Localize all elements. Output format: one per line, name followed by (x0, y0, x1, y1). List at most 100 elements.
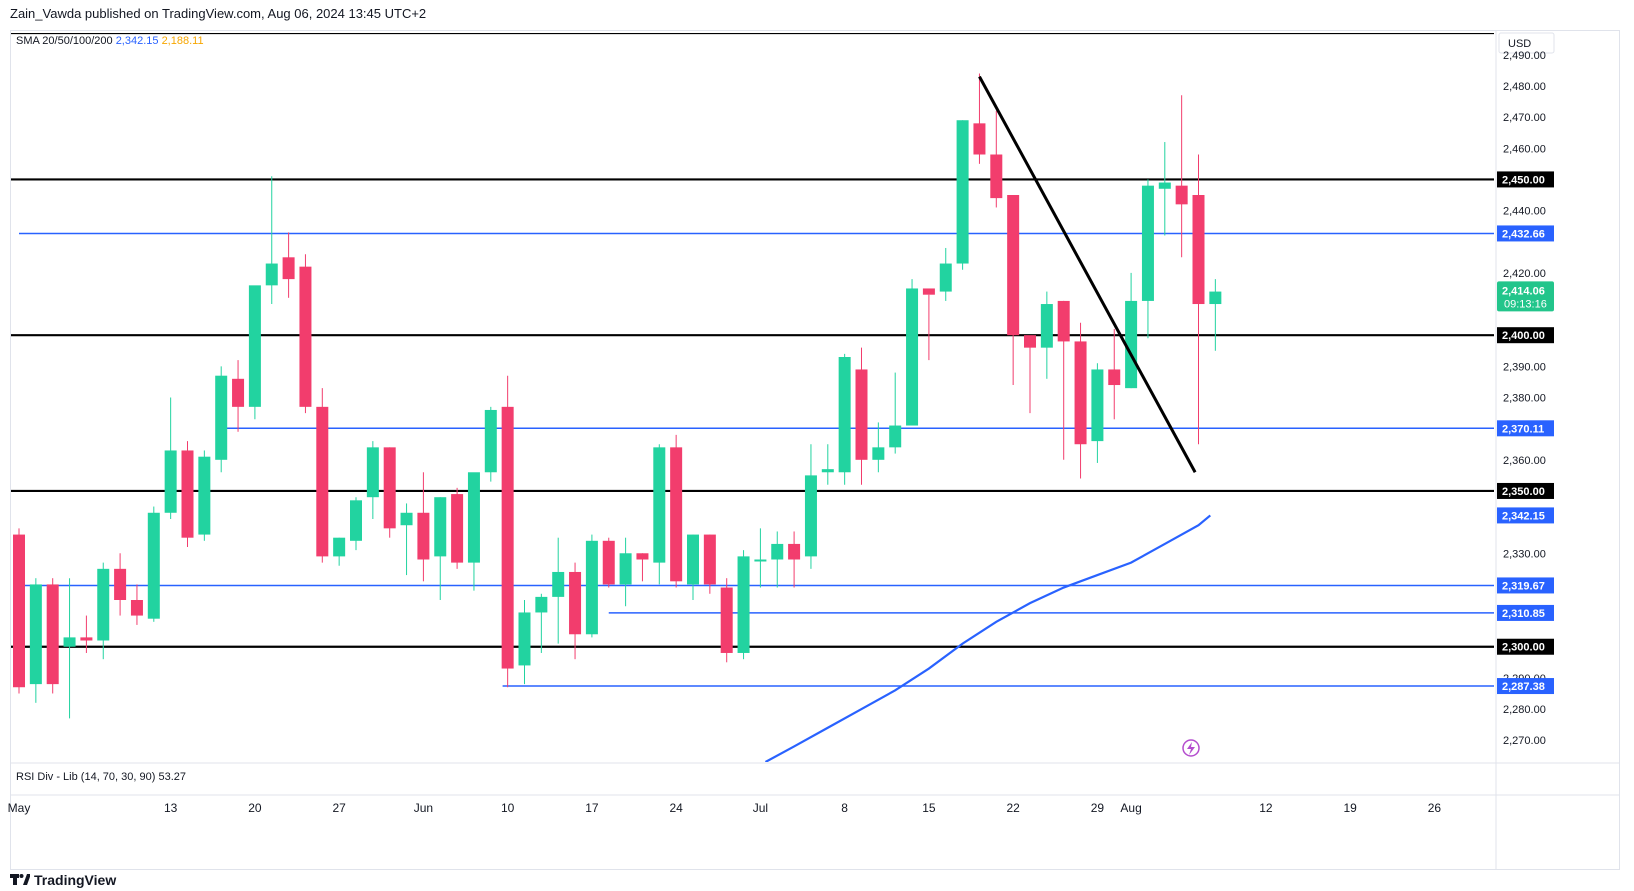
current-price-tag (1497, 281, 1554, 312)
y-tick-label: 2,440.00 (1503, 206, 1546, 218)
candle-body-up (215, 375, 228, 460)
candle-body-down (181, 450, 194, 538)
flash-icon (1182, 739, 1200, 757)
candle-body-up (653, 447, 666, 563)
x-tick-label: Jul (753, 801, 768, 815)
candle-body-up (518, 612, 531, 666)
candle-body-down (670, 447, 683, 582)
candle-body-down (1007, 195, 1020, 336)
candle-body-down (417, 512, 430, 560)
candle-body-up (29, 584, 42, 685)
blue-level-label: 2,319.67 (1502, 580, 1545, 592)
black-level-tag (1497, 327, 1554, 344)
black-level-tag (1497, 638, 1554, 655)
candle-body-down (602, 540, 615, 585)
trendline (978, 75, 1197, 473)
candle-body-down (636, 553, 649, 560)
publisher-caption: Zain_Vawda published on TradingView.com,… (10, 6, 427, 21)
candle-body-up (1141, 185, 1154, 301)
candle-body-down (973, 123, 986, 155)
x-tick-label: 22 (1006, 801, 1020, 815)
candle-body-up (248, 285, 261, 407)
sma-line (764, 514, 1211, 762)
sma-value-label: 2,342.15 (1502, 510, 1545, 522)
y-tick-label: 2,270.00 (1503, 735, 1546, 747)
x-tick-label: 10 (501, 801, 515, 815)
blue-level-label: 2,310.85 (1502, 608, 1545, 620)
candle-body-up (147, 512, 160, 619)
candle-body-down (569, 571, 582, 635)
candle-body-down (1057, 300, 1070, 342)
candle-body-down (855, 369, 868, 460)
x-tick-label: Aug (1120, 801, 1141, 815)
candle-body-down (1175, 185, 1188, 205)
y-tick-label: 2,470.00 (1503, 112, 1546, 124)
blue-level-tag (1497, 577, 1554, 594)
candle-body-up (63, 637, 76, 647)
candle-body-down (316, 406, 329, 557)
candle-body-up (939, 263, 952, 292)
tradingview-brand: TradingView (34, 872, 117, 888)
candle-body-down (922, 288, 935, 295)
candle-body-down (80, 637, 93, 641)
x-tick-label: 20 (248, 801, 262, 815)
y-tick-label: 2,280.00 (1503, 704, 1546, 716)
flash-icon-circle (1182, 739, 1200, 757)
candle-body-up (1040, 304, 1053, 348)
blue-level-label: 2,287.38 (1502, 681, 1545, 693)
candle-body-up (366, 447, 379, 498)
candle-body-down (282, 257, 295, 280)
candle-body-up (821, 469, 834, 473)
candle-body-up (400, 512, 413, 526)
candle-body-up (585, 540, 598, 635)
candle-body-up (265, 263, 278, 286)
x-tick-label: 17 (585, 801, 599, 815)
candle-body-up (838, 357, 851, 473)
blue-level-tag (1497, 604, 1554, 621)
candle-body-up (771, 543, 784, 560)
candle-body-up (1209, 291, 1222, 305)
sma-value-tag (1497, 507, 1554, 524)
y-tick-label: 2,390.00 (1503, 361, 1546, 373)
candle-body-down (451, 494, 464, 563)
candle-body-down (383, 447, 396, 529)
candle-body-up (754, 559, 767, 562)
candle-body-up (434, 497, 447, 557)
black-level-label: 2,400.00 (1502, 330, 1545, 342)
current-price-label: 2,414.06 (1502, 285, 1545, 297)
countdown-label: 09:13:16 (1504, 298, 1547, 310)
candle-body-down (232, 378, 245, 407)
candle-body-up (552, 571, 565, 597)
y-tick-label: 2,460.00 (1503, 143, 1546, 155)
candle-body-down (990, 154, 1003, 199)
candle-body-down (1024, 335, 1036, 348)
x-tick-label: 13 (164, 801, 178, 815)
y-tick-label: 2,330.00 (1503, 548, 1546, 560)
x-tick-label: 26 (1428, 801, 1442, 815)
blue-level-label: 2,432.66 (1502, 228, 1545, 240)
candle-body-up (1158, 182, 1171, 189)
candle-body-up (956, 120, 969, 264)
y-tick-label: 2,490.00 (1503, 50, 1546, 62)
candle-body-up (687, 534, 699, 585)
black-level-tag (1497, 482, 1554, 499)
candle-body-up (535, 596, 548, 613)
candle-body-up (333, 537, 346, 557)
blue-level-tag (1497, 225, 1554, 242)
x-tick-label: 24 (669, 801, 683, 815)
candle-body-up (97, 568, 110, 641)
candle-body-down (501, 406, 514, 669)
currency-box (1498, 32, 1555, 54)
candle-body-up (906, 288, 919, 426)
sma-legend: SMA 20/50/100/200 2,342.15 2,188.11 (16, 35, 204, 47)
y-tick-label: 2,360.00 (1503, 455, 1546, 467)
x-tick-label: Jun (414, 801, 433, 815)
candle-body-up (198, 456, 211, 535)
candle-body-up (467, 472, 480, 563)
black-level-label: 2,300.00 (1502, 642, 1545, 654)
blue-level-tag (1497, 678, 1554, 695)
candle-body-down (130, 600, 143, 616)
candle-body-down (1192, 195, 1205, 305)
x-tick-label: 19 (1343, 801, 1357, 815)
